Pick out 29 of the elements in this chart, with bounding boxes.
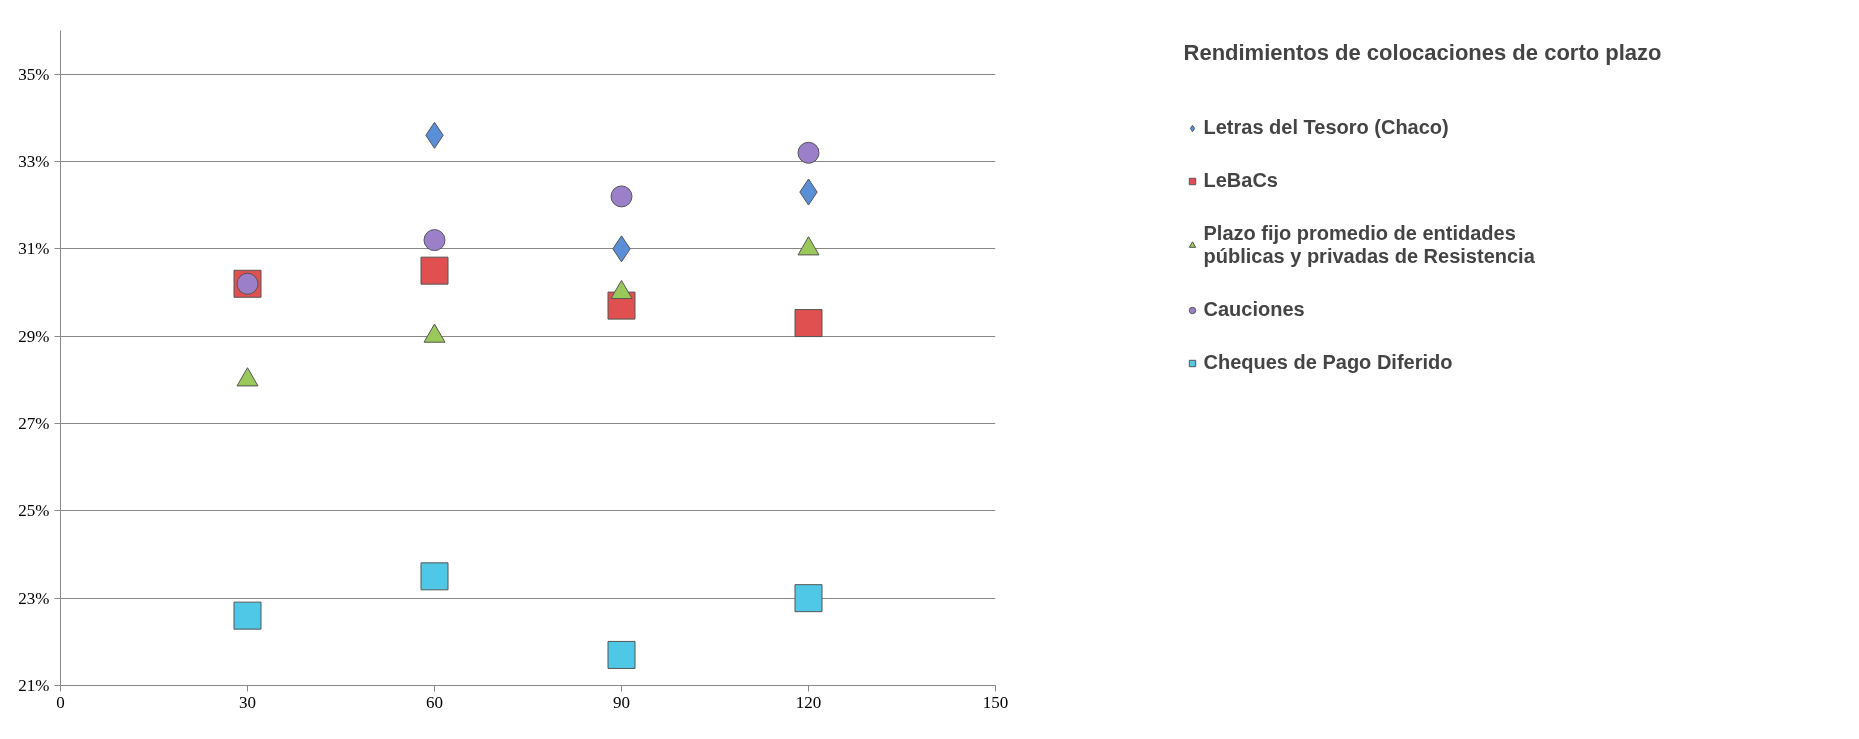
y-tick-label: 27%	[18, 414, 50, 433]
point	[420, 562, 449, 591]
x-tick-label: 90	[613, 692, 630, 712]
x-tick-label: 0	[56, 692, 65, 712]
point	[607, 640, 636, 669]
y-tick-label: 21%	[18, 676, 50, 695]
point	[420, 256, 449, 285]
point	[233, 601, 262, 630]
y-tick-label: 33%	[18, 152, 50, 171]
y-tick-label: 23%	[18, 588, 50, 608]
x-tick-label: 150	[982, 692, 1009, 712]
legend-title: Rendimientos de colocaciones de corto plazo	[1183, 40, 1662, 66]
point	[610, 185, 633, 208]
y-tick-label: 25%	[18, 501, 50, 521]
x-tick-label: 120	[795, 692, 822, 712]
x-tick-label: 30	[239, 692, 256, 712]
y-tick-label: 31%	[18, 239, 50, 259]
x-tick-label: 60	[426, 692, 443, 712]
legend-label: Cheques de Pago Diferido	[1203, 351, 1453, 374]
legend-label: Letras del Tesoro (Chaco)	[1203, 116, 1449, 139]
point	[797, 141, 820, 164]
point	[423, 229, 446, 252]
y-tick-label: 35%	[18, 64, 50, 84]
legend-label: Cauciones	[1203, 298, 1305, 321]
y-tick-label: 29%	[18, 326, 50, 346]
legend-label: LeBaCs	[1203, 169, 1278, 192]
point	[794, 309, 823, 338]
legend-label: Plazo fijo promedio de entidades públicas y privadas de Resistencia	[1203, 222, 1535, 268]
point	[794, 584, 823, 613]
